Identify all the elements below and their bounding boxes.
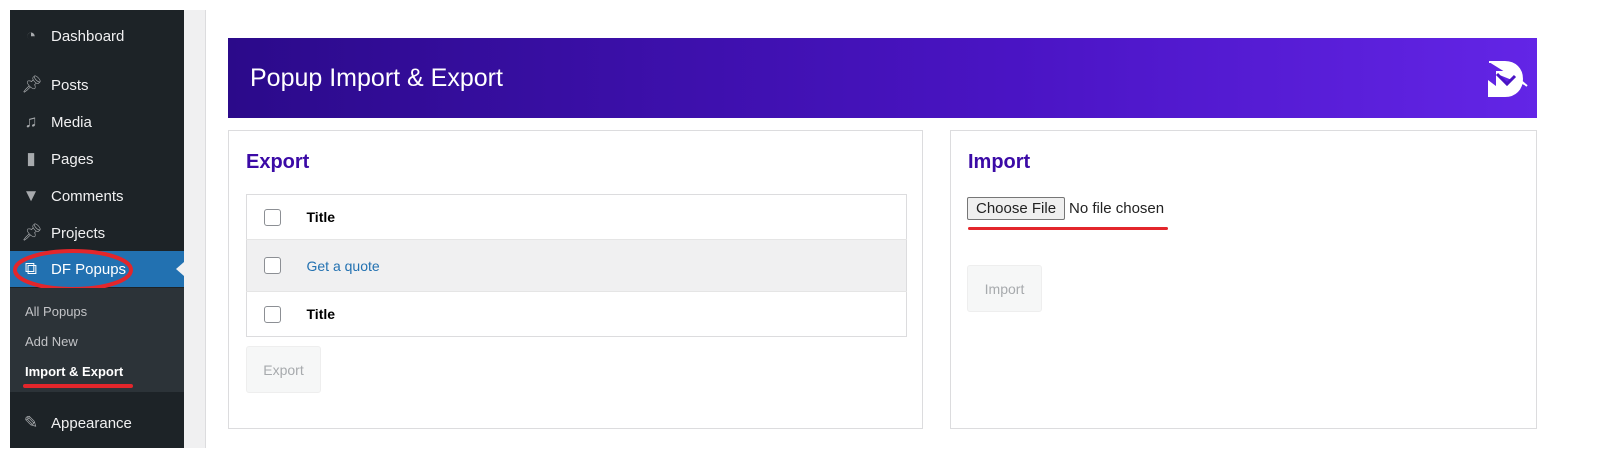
table-row: Get a quote [246, 239, 907, 292]
pin-icon: 📌︎ [21, 75, 43, 94]
sidebar-item-appearance[interactable]: ✎ Appearance [10, 405, 184, 441]
select-all-checkbox[interactable] [264, 208, 281, 226]
pages-icon: ▮ [26, 149, 36, 168]
popup-table: Title Get a quote Title [246, 194, 907, 337]
brush-icon: ✎ [23, 413, 39, 432]
select-all-checkbox-footer[interactable] [264, 305, 281, 323]
dashboard-icon: ◔ [25, 26, 37, 45]
popup-link[interactable]: Get a quote [306, 239, 907, 292]
page-header: Popup Import & Export [228, 38, 1537, 118]
highlight-underline [23, 384, 133, 388]
sidebar-item-projects[interactable]: 📌︎ Projects [21, 223, 106, 242]
sidebar-item-dashboard[interactable]: ◔ Dashboard [10, 18, 184, 54]
export-button[interactable]: Export [246, 346, 321, 393]
sidebar-item-comments[interactable]: ▼ Comments [22, 186, 124, 205]
media-icon: ♫ [24, 112, 38, 131]
page-title: Popup Import & Export [250, 64, 503, 92]
table-header-row: Title [246, 194, 907, 240]
submenu-all-popups[interactable]: All Popups [25, 304, 88, 319]
brand-logo-icon [1488, 61, 1528, 97]
table-footer-row: Title [247, 292, 907, 337]
import-button[interactable]: Import [967, 265, 1042, 312]
import-heading: Import [968, 151, 1031, 173]
current-arrow [176, 262, 184, 276]
sidebar-item-df-popups[interactable]: ⧉ DF Popups [10, 251, 184, 287]
highlight-underline [968, 227, 1168, 230]
comment-icon: ▼ [22, 186, 40, 205]
export-heading: Export [246, 151, 310, 173]
submenu-import-export[interactable]: Import & Export [25, 364, 124, 379]
column-title-footer: Title [306, 306, 336, 322]
submenu: All Popups Add New Import & Export [10, 288, 184, 392]
export-panel: Export Title Get a quote Title Export [228, 130, 923, 429]
choose-file-button[interactable]: Choose File [967, 197, 1066, 220]
admin-sidebar: ◔ Dashboard 📌︎ Posts ♫ Media ▮ Pages ▼ Commen… [10, 10, 184, 448]
file-input[interactable]: Choose File No file chosen [967, 197, 1164, 220]
column-title: Title [306, 194, 907, 240]
sidebar-item-media[interactable]: ♫ Media [10, 104, 184, 140]
import-panel: Import Choose File No file chosen Import [950, 130, 1537, 429]
submenu-add-new[interactable]: Add New [25, 334, 78, 349]
sidebar-item-posts[interactable]: 📌︎ Posts [21, 75, 89, 94]
popup-icon: ⧉ [24, 259, 38, 278]
file-status: No file chosen [1069, 200, 1165, 217]
pin-icon: 📌︎ [21, 223, 43, 242]
highlight-circle [13, 249, 133, 291]
row-checkbox[interactable] [264, 257, 281, 274]
sidebar-item-pages[interactable]: ▮ Pages [10, 141, 184, 177]
content-gutter [184, 10, 206, 448]
